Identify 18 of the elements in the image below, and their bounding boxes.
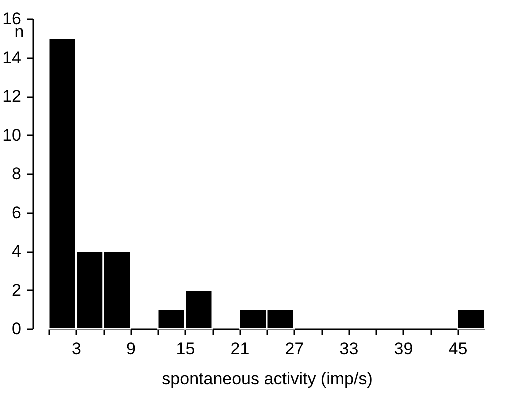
x-tick-label: 27 [285,340,304,358]
x-tick-label: 9 [126,340,136,358]
x-tick-label: 33 [340,340,359,358]
x-tick-label: 15 [176,340,196,358]
x-tick-label: 21 [230,340,250,358]
y-tick-label: 4 [12,242,22,261]
y-tick-label: 14 [2,48,22,68]
y-tick-label: 0 [12,320,22,338]
y-tick-label: 6 [12,203,22,222]
y-tick-label: 2 [12,280,22,300]
x-tick-label: 45 [448,340,468,358]
y-tick-label: 16 [2,10,22,28]
x-tick-label: 39 [394,340,414,358]
y-tick-label: 8 [12,164,22,184]
y-tick-label: 10 [2,126,22,145]
y-tick-label: 12 [2,87,22,106]
x-axis-title: spontaneous activity (imp/s) [162,370,373,388]
x-tick-label: 3 [72,340,82,358]
